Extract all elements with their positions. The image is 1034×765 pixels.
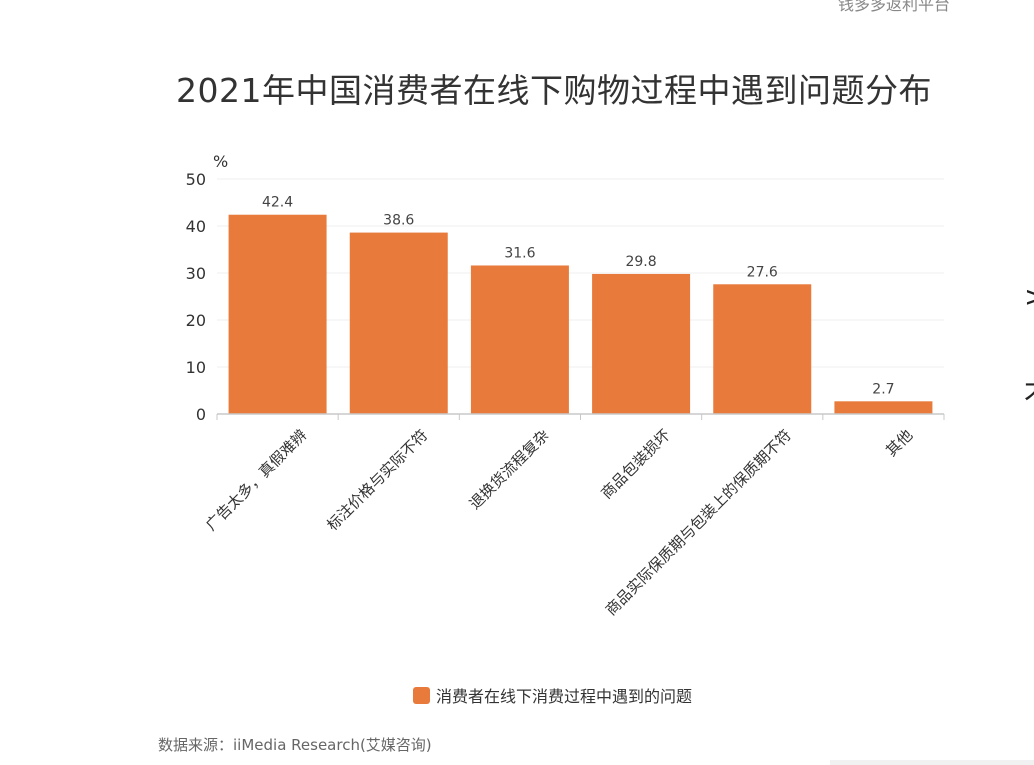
y-tick-label: 30	[186, 264, 206, 283]
watermark-text: 钱多多返利平台	[838, 0, 951, 14]
data-label: 38.6	[383, 213, 414, 229]
clipped-side-text: 才	[1024, 370, 1034, 410]
bar	[713, 284, 812, 414]
category-label: 商品包装损坏	[597, 426, 673, 502]
y-tick-label: 20	[186, 311, 206, 330]
bar	[228, 214, 327, 414]
bar	[470, 265, 569, 414]
bottom-scroll-strip	[830, 760, 1034, 765]
category-label: 其他	[882, 426, 916, 460]
x-axis-ticks	[216, 414, 945, 420]
y-tick-label: 10	[186, 358, 206, 377]
bar	[349, 232, 448, 414]
data-source-note: 数据来源：iiMedia Research(艾媒咨询)	[158, 736, 432, 754]
chart-title: 2021年中国消费者在线下购物过程中遇到问题分布	[176, 71, 932, 110]
y-tick-label: 40	[186, 217, 206, 236]
gridlines	[217, 178, 944, 368]
category-label: 广告太多，真假难辨	[202, 426, 310, 534]
data-label: 2.7	[872, 381, 894, 397]
data-labels: 42.4 38.6 31.6 29.8 27.6 2.7	[262, 195, 895, 398]
bar	[592, 273, 691, 414]
category-labels: 广告太多，真假难辨 标注价格与实际不符 退换货流程复杂 商品包装损坏商品实际保质期与包…	[202, 426, 916, 619]
y-axis-ticks: 0 10 20 30 40 50	[186, 170, 206, 424]
bar	[834, 401, 933, 414]
bars	[228, 214, 933, 414]
category-label: 标注价格与实际不符	[323, 426, 431, 534]
legend-swatch	[413, 686, 430, 704]
data-label: 29.8	[625, 254, 656, 270]
y-tick-label: 50	[186, 170, 206, 189]
y-axis-unit-label: %	[213, 152, 228, 171]
legend-label: 消费者在线下消费过程中遇到的问题	[436, 687, 693, 706]
legend: 消费者在线下消费过程中遇到的问题	[413, 683, 692, 707]
data-label: 42.4	[262, 195, 293, 211]
clipped-side-text: >	[1024, 280, 1034, 313]
data-label: 27.6	[747, 264, 778, 280]
category-label: 退换货流程复杂	[466, 426, 553, 513]
y-tick-label: 0	[196, 405, 206, 424]
data-label: 31.6	[504, 245, 535, 261]
